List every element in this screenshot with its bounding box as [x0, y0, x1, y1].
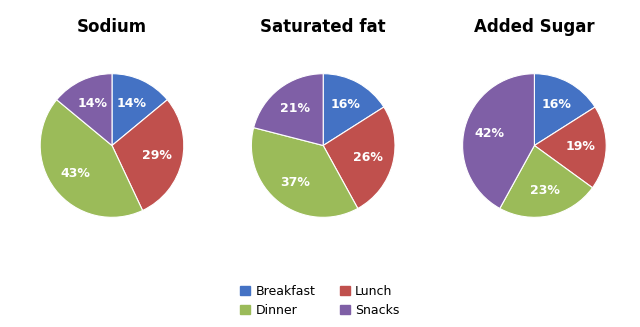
Wedge shape — [323, 107, 395, 208]
Text: 37%: 37% — [280, 176, 310, 189]
Text: 16%: 16% — [542, 98, 572, 111]
Wedge shape — [253, 74, 323, 146]
Wedge shape — [112, 74, 167, 146]
Text: 14%: 14% — [77, 97, 108, 110]
Text: 23%: 23% — [529, 184, 559, 198]
Text: 29%: 29% — [143, 149, 172, 162]
Wedge shape — [57, 74, 112, 146]
Wedge shape — [112, 100, 184, 211]
Text: 21%: 21% — [280, 102, 310, 115]
Text: 16%: 16% — [331, 98, 360, 111]
Wedge shape — [40, 100, 143, 217]
Legend: Breakfast, Dinner, Lunch, Snacks: Breakfast, Dinner, Lunch, Snacks — [237, 281, 403, 321]
Title: Sodium: Sodium — [77, 18, 147, 36]
Text: 43%: 43% — [60, 167, 90, 181]
Wedge shape — [534, 107, 606, 188]
Title: Added Sugar: Added Sugar — [474, 18, 595, 36]
Wedge shape — [463, 74, 534, 208]
Text: 42%: 42% — [474, 128, 504, 141]
Wedge shape — [500, 146, 593, 217]
Wedge shape — [323, 74, 384, 146]
Wedge shape — [534, 74, 595, 146]
Text: 26%: 26% — [353, 150, 383, 164]
Text: 14%: 14% — [116, 97, 147, 110]
Title: Saturated fat: Saturated fat — [260, 18, 386, 36]
Text: 19%: 19% — [566, 141, 596, 153]
Wedge shape — [252, 128, 358, 217]
